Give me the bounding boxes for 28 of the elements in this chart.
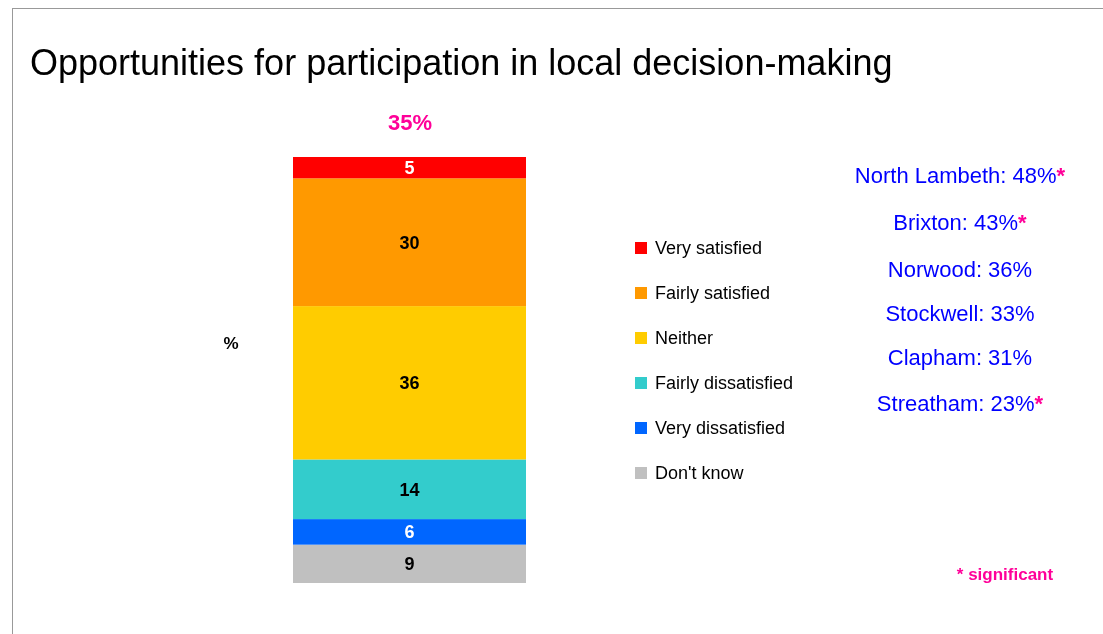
data-label: 5 bbox=[404, 157, 415, 178]
legend-label: Fairly satisfied bbox=[655, 283, 771, 304]
data-label: 30 bbox=[399, 232, 420, 253]
data-label: 14 bbox=[399, 479, 420, 500]
legend-label: Neither bbox=[655, 328, 714, 349]
bar bbox=[293, 544, 526, 583]
bar bbox=[293, 306, 526, 460]
bar bbox=[293, 178, 526, 307]
text: North Lambeth: 48%* bbox=[854, 162, 1066, 188]
text: Streatham: 23%* bbox=[876, 390, 1044, 416]
bar bbox=[293, 157, 526, 179]
text: * significant bbox=[956, 565, 1054, 584]
legend-label: Very satisfied bbox=[655, 238, 763, 259]
legend-label: Don't know bbox=[655, 463, 745, 484]
data-label: 36 bbox=[399, 373, 420, 394]
text: Clapham: 31% bbox=[887, 344, 1033, 370]
legend-label: Very dissatisfied bbox=[655, 418, 786, 439]
y-axis-title: % bbox=[223, 334, 239, 353]
text: Brixton: 43%* bbox=[893, 209, 1028, 235]
bar bbox=[293, 459, 526, 520]
chart-title: Opportunities for participation in local decision-making bbox=[30, 42, 893, 83]
data-label: 6 bbox=[404, 522, 415, 543]
legend-label: Fairly dissatisfied bbox=[655, 373, 794, 394]
bar bbox=[293, 519, 526, 545]
text: 35% bbox=[387, 110, 433, 135]
data-label: 9 bbox=[404, 554, 415, 575]
text: Stockwell: 33% bbox=[885, 300, 1035, 326]
text: Norwood: 36% bbox=[887, 256, 1033, 282]
